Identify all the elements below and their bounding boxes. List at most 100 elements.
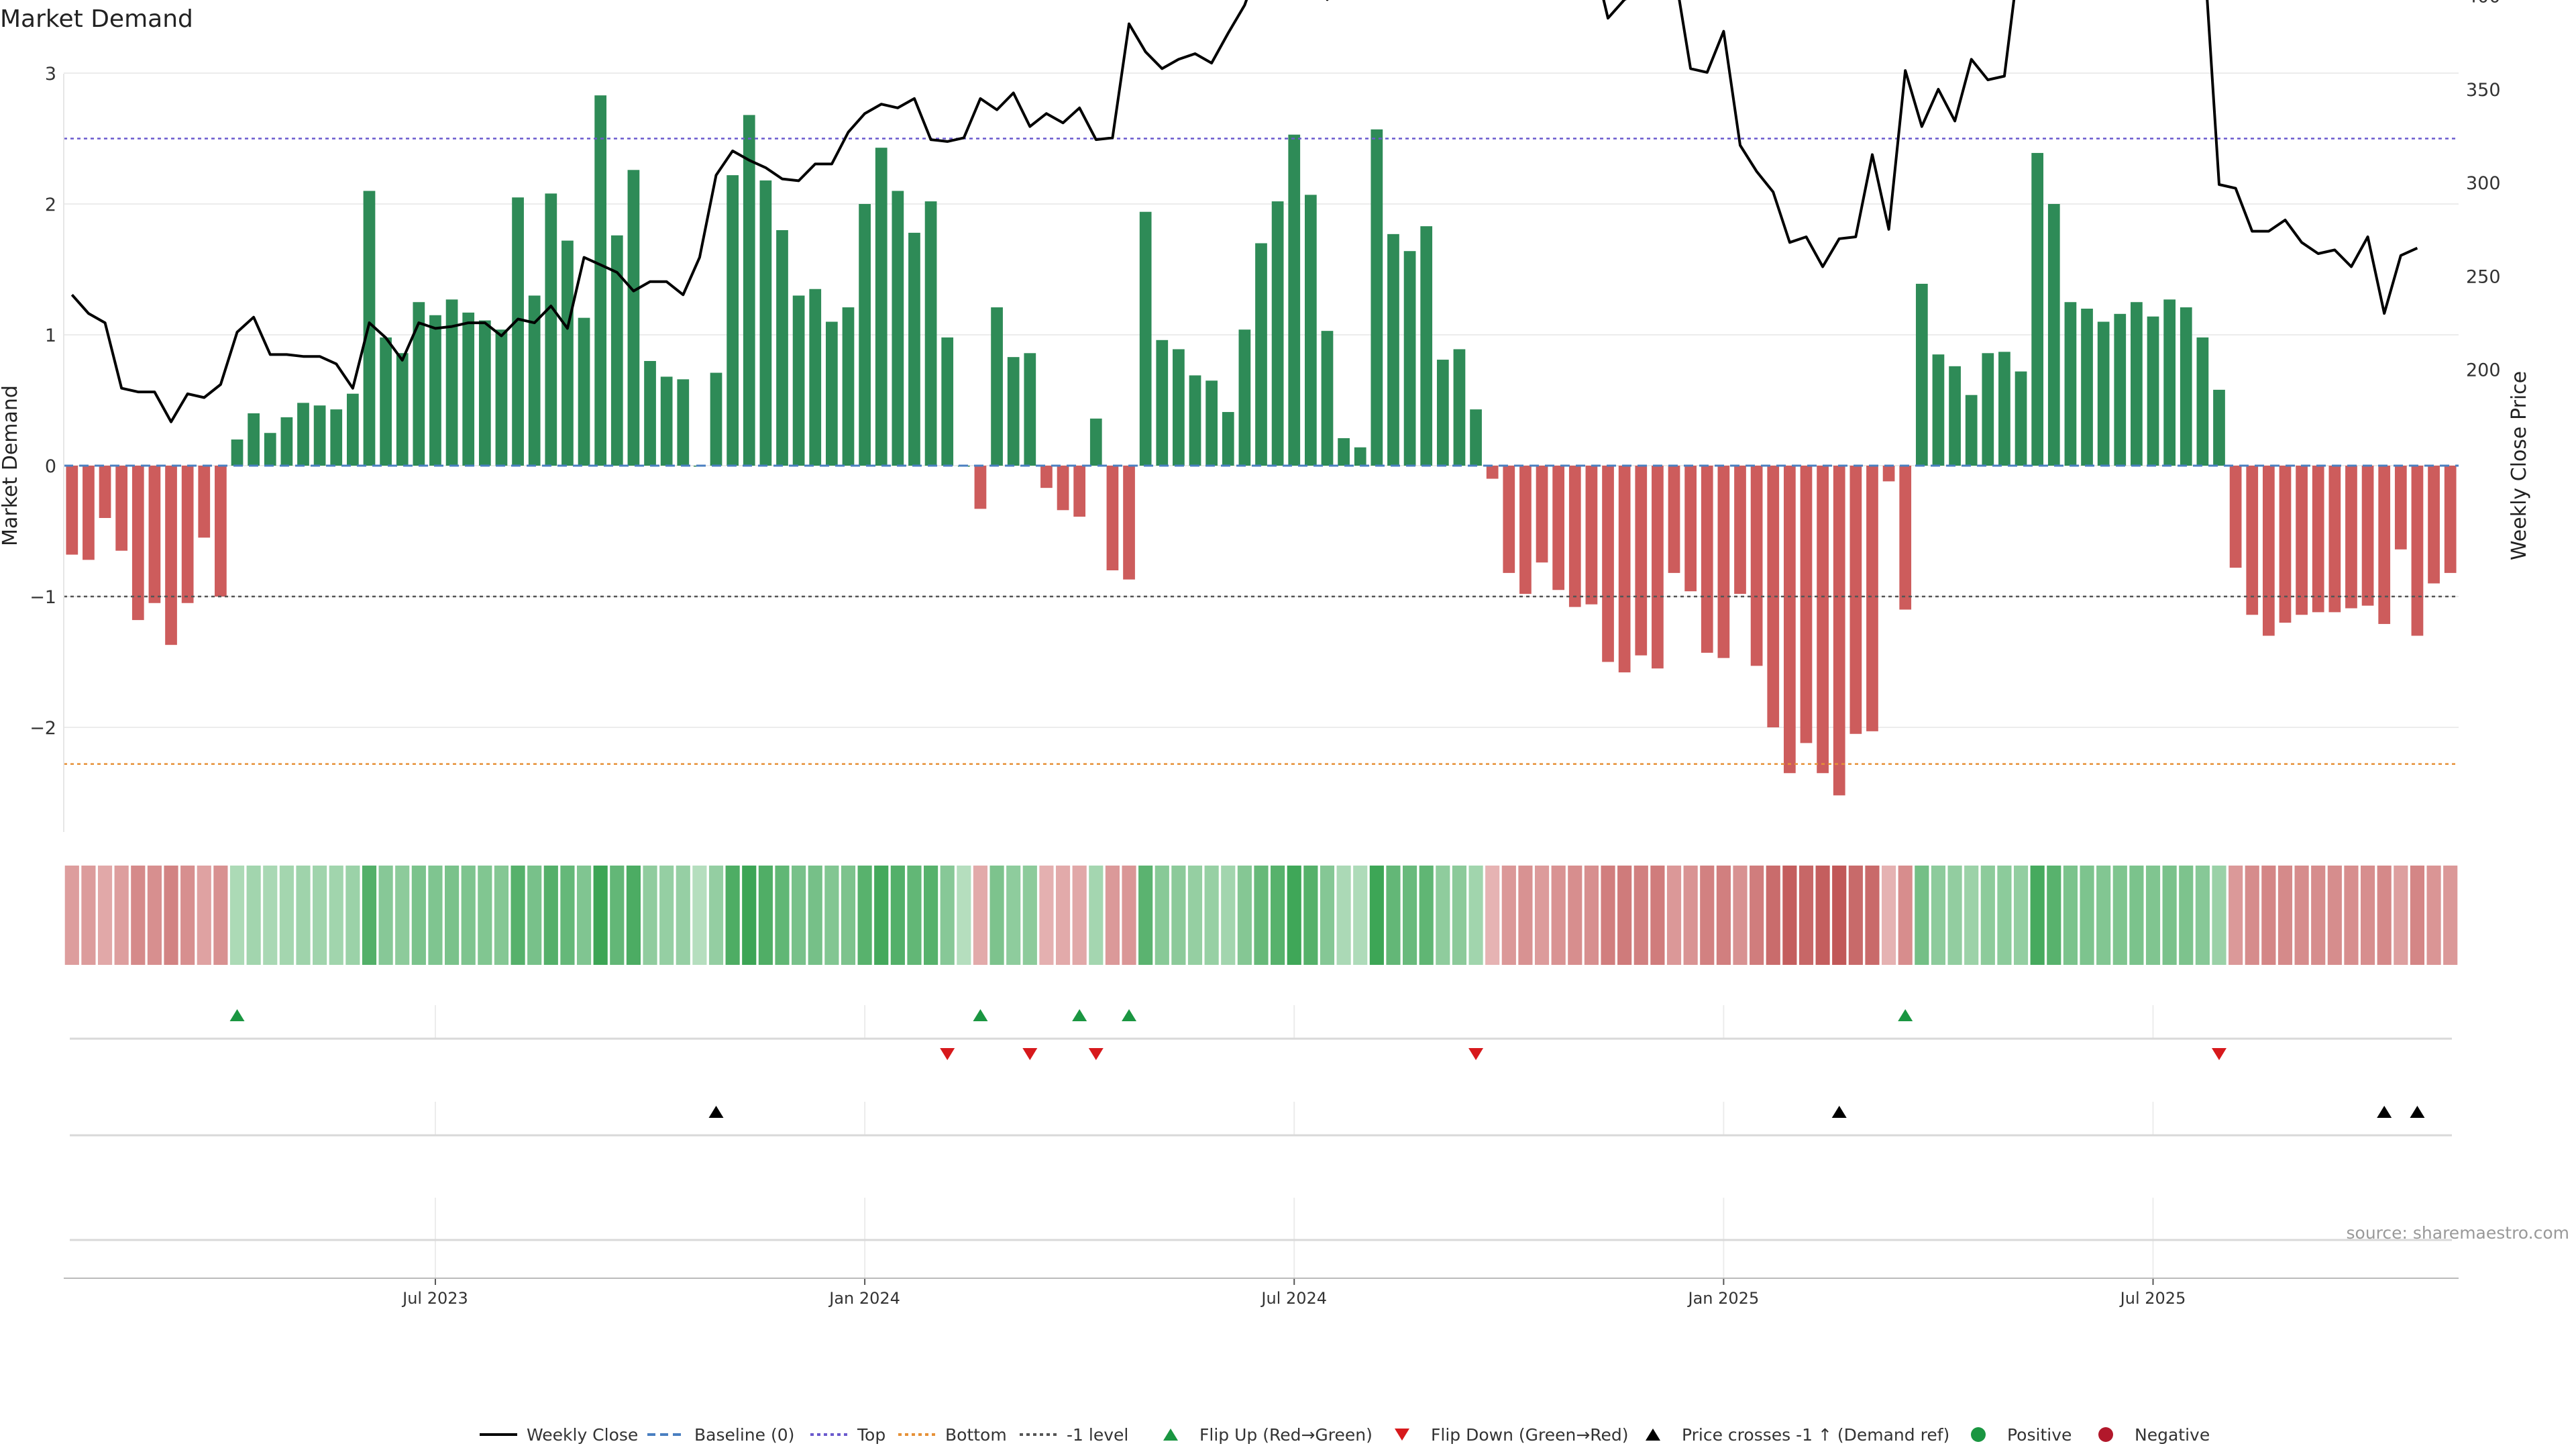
legend-swatch-dot [2098,1427,2113,1442]
demand-bar [2114,313,2127,466]
demand-bar [610,235,623,466]
demand-bar [1618,466,1631,673]
heat-strip-cell [213,866,228,965]
heat-strip-cell [2129,866,2144,965]
heat-strip-cell [1716,866,1731,965]
demand-bar [1089,418,1102,466]
heat-strip-cell [362,866,377,965]
y2-tick-label: 400 [2466,0,2501,7]
y2-axis-label: Weekly Close Price [2508,371,2531,560]
demand-bar [578,317,590,466]
demand-bar [1652,466,1664,669]
demand-bar [1403,251,1416,466]
demand-bar [2328,466,2341,613]
heat-strip-cell [1022,866,1037,965]
heat-strip-cell [329,866,343,965]
demand-bar [495,329,508,466]
demand-bar [1767,466,1780,727]
demand-bar [1668,466,1680,573]
heat-strip-cell [626,866,641,965]
demand-bar [1486,466,1499,479]
heat-strip-cell [543,866,558,965]
demand-bar [1519,466,1532,594]
heat-strip-cell [989,866,1004,965]
demand-bar [809,289,822,466]
legend-label: -1 level [1067,1425,1128,1445]
heat-strip-cell [2344,866,2359,965]
heat-strip-cell [114,866,129,965]
demand-bar [215,466,227,597]
demand-bar [1139,211,1152,466]
demand-bar [181,466,194,603]
demand-bar [2262,466,2275,636]
demand-bar [1288,134,1301,466]
heat-strip-cell [1964,866,1979,965]
y-tick-label: 3 [45,64,56,85]
demand-bar [462,312,475,466]
legend-swatch-triangle-down [1395,1429,1409,1441]
heat-strip-cell [1617,866,1632,965]
demand-bar [842,307,855,466]
demand-bar [165,466,177,645]
demand-bar [2444,466,2457,573]
demand-bar [2097,321,2110,466]
heat-strip-cell [1815,866,1830,965]
heat-strip-cell [428,866,443,965]
demand-bar [2411,466,2424,636]
demand-bar [1222,412,1234,466]
demand-bar [1420,226,1433,466]
x-tick-label: Jul 2025 [2119,1289,2186,1308]
chart-title: Market Demand [0,5,193,33]
demand-bar [512,197,524,466]
demand-bar [1123,466,1135,580]
heat-strip-cell [64,866,79,965]
demand-bar [1436,360,1449,466]
demand-bar [528,295,541,466]
demand-bar [131,466,144,621]
heat-strip-cell [2327,866,2342,965]
flip-up-marker [1122,1009,1137,1021]
flip-down-marker [940,1048,955,1060]
demand-bar [561,240,574,466]
heat-strip-cell [1865,866,1880,965]
demand-bar [1371,129,1383,466]
heat-strip-cell [775,866,790,965]
heat-strip-cell [313,866,327,965]
demand-bar [1915,283,1928,466]
heat-strip-cell [180,866,195,965]
price-cross-marker [1831,1106,1847,1118]
y-tick-label: 2 [45,195,56,215]
demand-bar [2031,152,2044,466]
heat-strip-cell [81,866,96,965]
heat-strip-cell [2179,866,2194,965]
demand-bar [1998,352,2010,466]
demand-bar [1750,466,1763,666]
x-tick-label: Jan 2025 [1687,1289,1760,1308]
heat-strip-cell [857,866,872,965]
flip-up-marker [973,1009,988,1021]
y2-tick-label: 300 [2466,173,2501,194]
demand-bar [1734,466,1746,594]
demand-bar [974,466,987,509]
demand-bar [1503,466,1515,573]
demand-bar [1932,354,1945,466]
heat-strip-cell [907,866,922,965]
demand-bar [991,307,1003,466]
heat-strip-cell [2410,866,2425,965]
demand-bar [1866,466,1878,731]
heat-strip-cell [1551,866,1566,965]
heat-strip-cell [1931,866,1946,965]
heat-strip-cell [478,866,492,965]
heat-strip-cell [1534,866,1550,965]
heat-strip-cell [758,866,773,965]
demand-bar [1321,331,1334,466]
demand-bar [2081,309,2093,466]
heat-strip-cell [2195,866,2210,965]
heat-strip-cell [708,866,724,965]
demand-bar [83,466,95,560]
demand-bar [1205,380,1218,466]
legend-label: Flip Down (Green→Red) [1431,1425,1629,1445]
demand-bar [2279,466,2292,623]
heat-strip-cell [676,866,690,965]
demand-bar [677,379,690,466]
